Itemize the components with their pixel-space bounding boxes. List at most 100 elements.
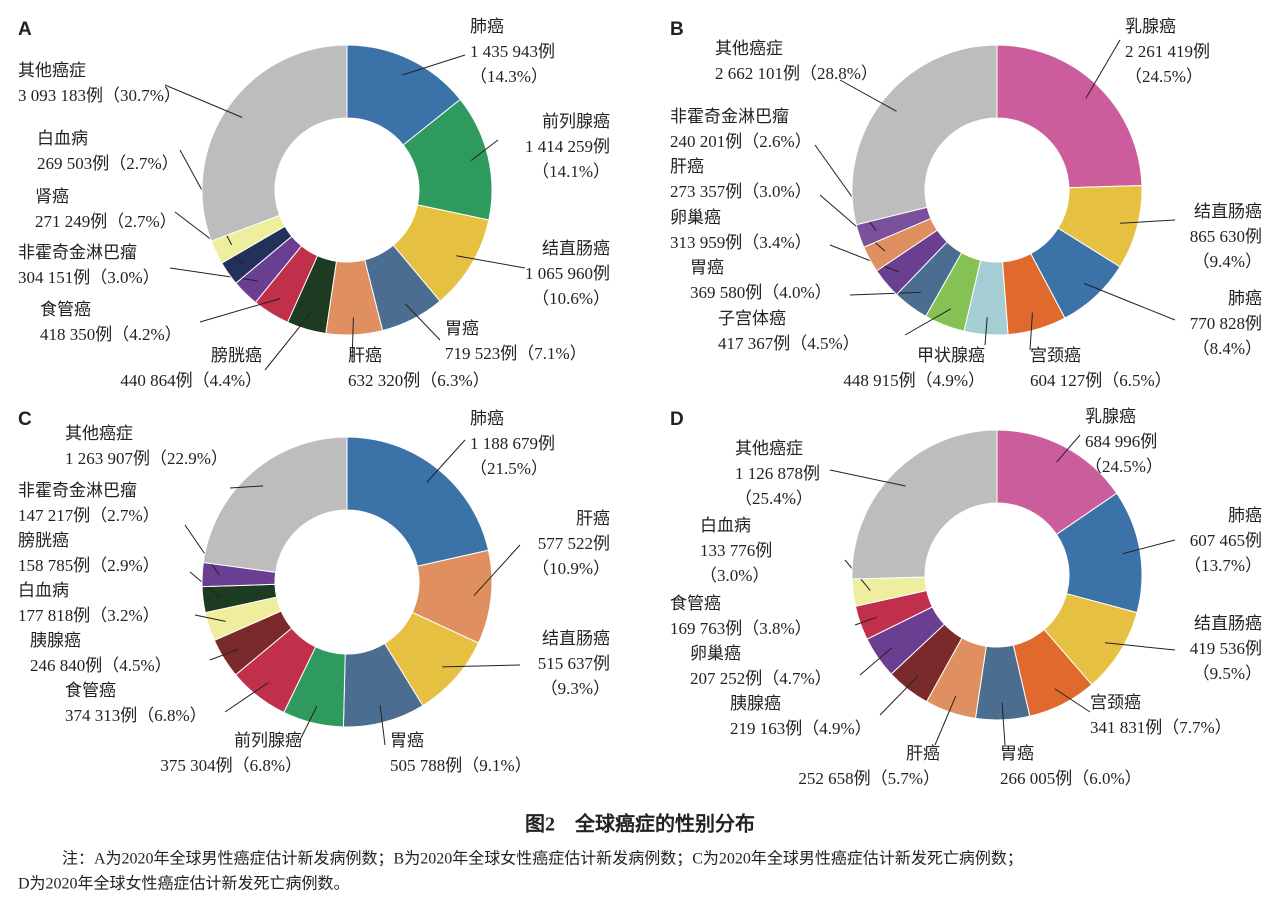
slice-name: 卵巢癌 bbox=[690, 644, 741, 663]
case-count: 374 313例 bbox=[65, 706, 137, 725]
leader-line bbox=[984, 317, 988, 346]
share-label: （3.4%） bbox=[742, 233, 811, 252]
slice-name: 非霍奇金淋巴瘤 bbox=[18, 481, 137, 500]
leader-line bbox=[426, 439, 466, 483]
case-count: 632 320例 bbox=[348, 371, 420, 390]
share-label: （2.7%） bbox=[107, 212, 176, 231]
slice-label: 417 367例（4.5%） bbox=[718, 334, 860, 353]
slice-name: 甲状腺癌 bbox=[917, 346, 985, 365]
leader-line bbox=[904, 308, 951, 336]
share-label: （3.2%） bbox=[90, 606, 159, 625]
slice-label: 313 959例（3.4%） bbox=[670, 233, 812, 252]
slice-label: 269 503例（2.7%） bbox=[37, 154, 179, 173]
donut-slice bbox=[851, 429, 998, 580]
leader-line bbox=[1122, 539, 1176, 555]
case-count: 246 840例 bbox=[30, 656, 102, 675]
case-count: 375 304例 bbox=[160, 756, 232, 775]
panel-label: B bbox=[670, 19, 684, 40]
leader-line bbox=[1120, 219, 1176, 224]
share-label: （4.9%） bbox=[802, 719, 871, 738]
figure-caption: 图2 全球癌症的性别分布 bbox=[525, 812, 755, 836]
share-label: （28.8%） bbox=[800, 64, 878, 83]
share-label: （9.4%） bbox=[1193, 252, 1262, 271]
case-count: 271 249例 bbox=[35, 212, 107, 231]
slice-name: 乳腺癌 bbox=[1125, 17, 1176, 36]
case-count: 266 005例 bbox=[1000, 769, 1072, 788]
leader-line bbox=[934, 695, 957, 746]
slice-name: 胰腺癌 bbox=[30, 631, 81, 650]
case-count: 304 151例 bbox=[18, 268, 90, 287]
slice-label: 604 127例（6.5%） bbox=[1030, 371, 1172, 390]
slice-label: 341 831例（7.7%） bbox=[1090, 718, 1232, 737]
slice-label: 240 201例（2.6%） bbox=[670, 132, 812, 151]
slice-name: 膀胱癌 bbox=[18, 531, 69, 550]
case-count: 770 828例 bbox=[1190, 314, 1262, 333]
leader-line bbox=[299, 705, 318, 741]
donut-slice bbox=[202, 436, 348, 573]
leader-line bbox=[199, 298, 281, 323]
slice-label: 1 263 907例（22.9%） bbox=[65, 449, 228, 468]
share-label: （10.9%） bbox=[532, 559, 610, 578]
slice-label: 632 320例（6.3%） bbox=[348, 371, 490, 390]
slice-name: 其他癌症 bbox=[65, 424, 133, 443]
leader-line bbox=[829, 469, 906, 487]
case-count: 1 435 943例 bbox=[470, 42, 555, 61]
case-count: 607 465例 bbox=[1190, 531, 1262, 550]
slice-name: 结直肠癌 bbox=[542, 629, 610, 648]
slice-name: 食管癌 bbox=[65, 681, 116, 700]
case-count: 417 367例 bbox=[718, 334, 790, 353]
share-label: （6.8%） bbox=[233, 756, 302, 775]
slice-name: 子宫体癌 bbox=[718, 309, 786, 328]
slice-name: 乳腺癌 bbox=[1085, 407, 1136, 426]
case-count: 1 126 878例 bbox=[735, 464, 820, 483]
slice-name: 其他癌症 bbox=[735, 439, 803, 458]
share-label: （10.6%） bbox=[532, 289, 610, 308]
share-label: （3.8%） bbox=[742, 619, 811, 638]
case-count: 1 263 907例 bbox=[65, 449, 150, 468]
case-count: 684 996例 bbox=[1085, 432, 1157, 451]
slice-name: 肺癌 bbox=[1228, 289, 1262, 308]
share-label: （22.9%） bbox=[150, 449, 228, 468]
case-count: 240 201例 bbox=[670, 132, 742, 151]
slice-label: 418 350例（4.2%） bbox=[40, 325, 182, 344]
case-count: 604 127例 bbox=[1030, 371, 1102, 390]
slice-name: 宫颈癌 bbox=[1090, 693, 1141, 712]
leader-line bbox=[209, 648, 239, 661]
case-count: 207 252例 bbox=[690, 669, 762, 688]
case-count: 269 503例 bbox=[37, 154, 109, 173]
leader-line bbox=[1001, 702, 1006, 746]
leader-line bbox=[379, 705, 386, 746]
case-count: 418 350例 bbox=[40, 325, 112, 344]
slice-name: 前列腺癌 bbox=[234, 731, 302, 750]
slice-name: 肾癌 bbox=[35, 187, 69, 206]
share-label: （8.4%） bbox=[1193, 339, 1262, 358]
leader-line bbox=[473, 544, 521, 597]
slice-label: 375 304例（6.8%） bbox=[160, 756, 302, 775]
leader-line bbox=[229, 485, 264, 489]
slice-name: 食管癌 bbox=[40, 300, 91, 319]
leader-line bbox=[1085, 39, 1121, 99]
share-label: （24.5%） bbox=[1125, 67, 1203, 86]
leader-line bbox=[1083, 282, 1176, 321]
case-count: 177 818例 bbox=[18, 606, 90, 625]
leader-line bbox=[184, 524, 220, 576]
case-count: 369 580例 bbox=[690, 283, 762, 302]
slice-label: 271 249例（2.7%） bbox=[35, 212, 177, 231]
slice-name: 结直肠癌 bbox=[1194, 202, 1262, 221]
leader-line bbox=[224, 682, 269, 713]
case-count: 313 959例 bbox=[670, 233, 742, 252]
share-label: （24.5%） bbox=[1085, 457, 1163, 476]
slice-name: 其他癌症 bbox=[715, 39, 783, 58]
slice-name: 结直肠癌 bbox=[1194, 614, 1262, 633]
share-label: （14.3%） bbox=[470, 67, 548, 86]
slice-label: 207 252例（4.7%） bbox=[690, 669, 832, 688]
slice-name: 膀胱癌 bbox=[211, 346, 262, 365]
share-label: （7.7%） bbox=[1162, 718, 1231, 737]
note-line: D为2020年全球女性癌症估计新发死亡病例数。 bbox=[18, 874, 350, 893]
slice-name: 胃癌 bbox=[1000, 744, 1034, 763]
share-label: （3.0%） bbox=[700, 566, 769, 585]
slice-name: 白血病 bbox=[700, 516, 751, 535]
case-count: 440 864例 bbox=[120, 371, 192, 390]
leader-line bbox=[829, 244, 900, 273]
